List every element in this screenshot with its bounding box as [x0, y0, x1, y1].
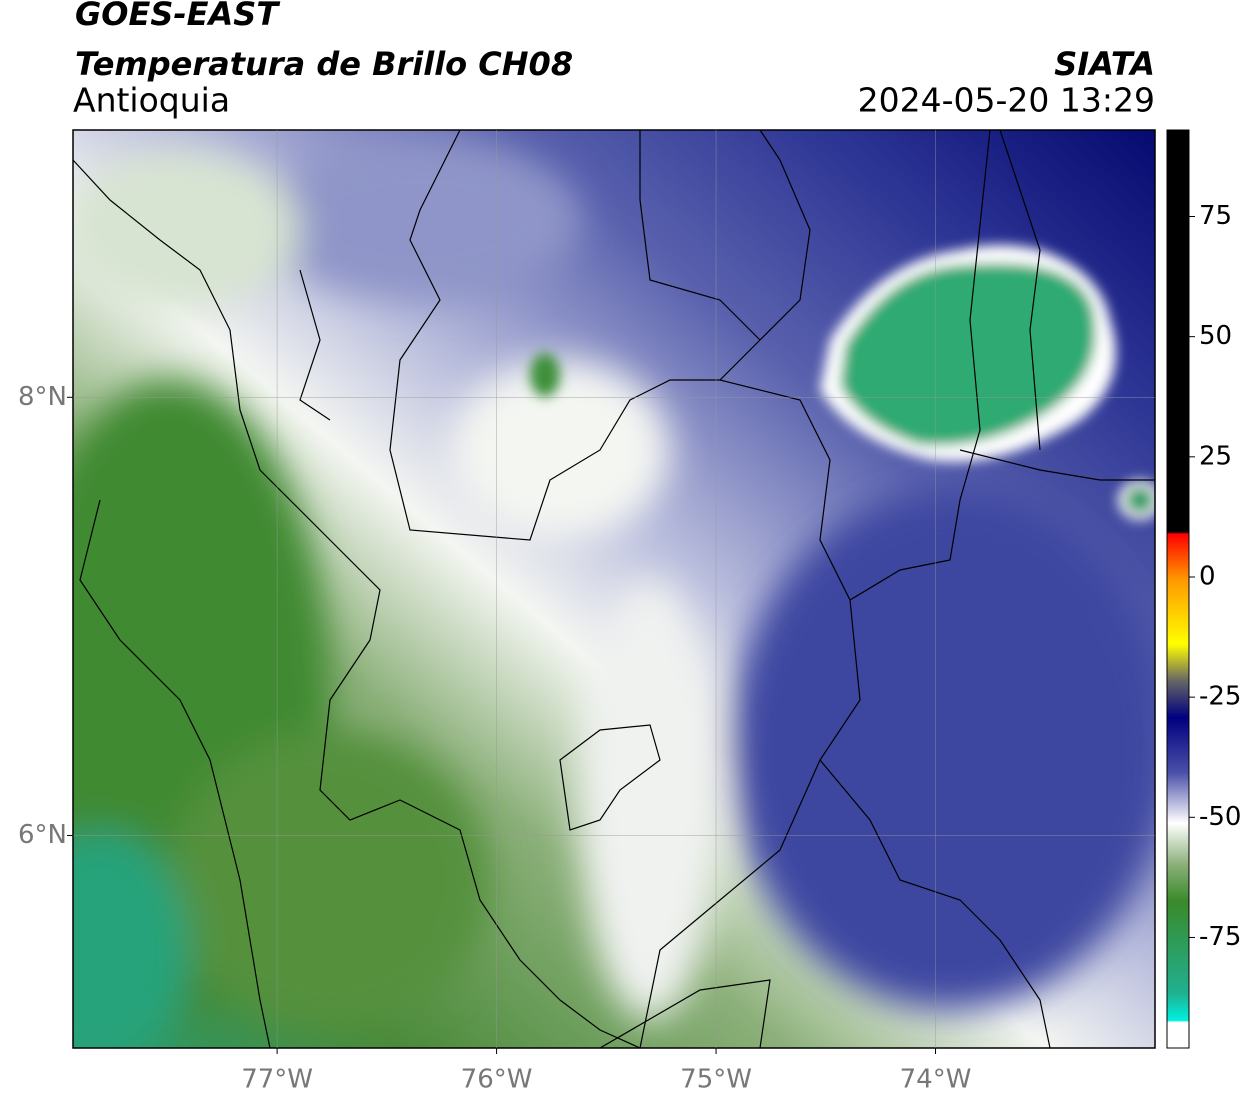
- x-tick-label: 74°W: [900, 1065, 972, 1095]
- colorbar-tick-label: -25: [1199, 682, 1241, 712]
- satellite: GOES-EAST: [75, 0, 280, 33]
- colorbar-tick-label: 0: [1199, 561, 1216, 591]
- product: Temperatura de Brillo CH08: [75, 45, 573, 83]
- datetime: 2024-05-20 13:29: [858, 81, 1155, 120]
- colorbar-tick-label: 75: [1199, 201, 1232, 231]
- x-tick-label: 75°W: [680, 1065, 752, 1095]
- x-tick-label: 76°W: [461, 1065, 533, 1095]
- colorbar-tick-label: -75: [1199, 922, 1241, 952]
- imagery: [73, 130, 1155, 1048]
- colorbar-tick-label: 50: [1199, 321, 1232, 351]
- x-tick-label: 77°W: [241, 1065, 313, 1095]
- y-tick-label: 6°N: [18, 820, 67, 850]
- colorbar-tick-label: 25: [1199, 441, 1232, 471]
- map-frame: [72, 129, 1156, 1049]
- region: Antioquia: [73, 81, 230, 120]
- source: SIATA: [1054, 45, 1155, 83]
- colorbar: [1166, 129, 1190, 1049]
- y-tick-label: 8°N: [18, 382, 67, 412]
- colorbar-tick-label: -50: [1199, 802, 1241, 832]
